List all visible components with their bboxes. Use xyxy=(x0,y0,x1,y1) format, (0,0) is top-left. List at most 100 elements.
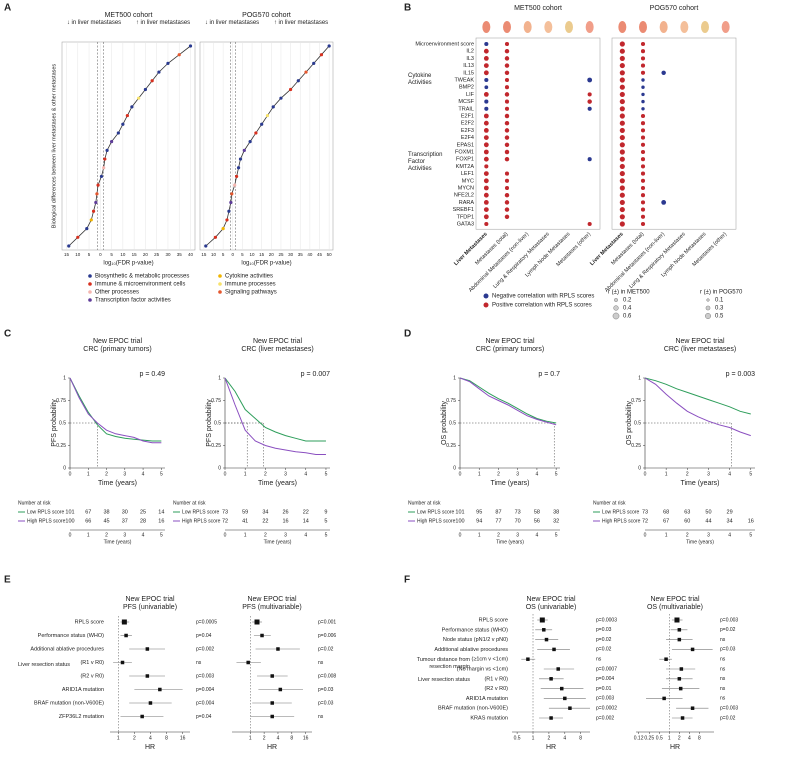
p-value: p=0.03 xyxy=(318,687,334,693)
risk-time-label: 1 xyxy=(665,532,668,538)
correlation-dot xyxy=(640,207,646,212)
p-value: ns xyxy=(720,696,726,702)
x-axis-label: HR xyxy=(670,744,680,751)
x-axis-label: Time (years) xyxy=(258,480,297,487)
row-label: BMP2 xyxy=(459,85,474,91)
correlation-dot xyxy=(619,106,625,112)
x-tick-label: 16 xyxy=(180,735,186,741)
risk-count: 32 xyxy=(553,518,559,524)
risk-count: 16 xyxy=(158,518,164,524)
risk-count: 59 xyxy=(242,509,248,515)
p-value: p=0.004 xyxy=(596,676,614,682)
risk-count: 66 xyxy=(85,518,91,524)
correlation-dot xyxy=(504,171,510,176)
x-tick-label: 2 xyxy=(678,735,681,741)
hazard-ratio xyxy=(680,716,685,720)
hazard-ratio xyxy=(145,674,150,678)
row-label: KRAS mutation xyxy=(470,715,508,721)
legend-label: Immune processes xyxy=(225,282,276,288)
hazard-ratio xyxy=(121,619,127,625)
hazard-ratio xyxy=(677,677,682,681)
y-tick-label: 0.25 xyxy=(631,443,641,449)
x-tick-label: 4 xyxy=(563,735,566,741)
risk-time-label: 5 xyxy=(325,532,328,538)
rank-dot xyxy=(312,61,316,65)
organ-icon xyxy=(503,21,511,33)
row-label: RPLS score xyxy=(479,617,508,623)
p-value: p=0.003 xyxy=(720,706,738,712)
correlation-dot xyxy=(504,70,510,76)
y-tick-label: 0 xyxy=(63,465,66,471)
correlation-dot xyxy=(483,142,489,148)
hazard-ratio xyxy=(549,677,553,681)
size-legend-label: 0.4 xyxy=(623,306,632,312)
row-label: LEF1 xyxy=(461,171,474,177)
risk-time-label: 0 xyxy=(644,532,647,538)
p-value: p=0.03 xyxy=(720,647,736,653)
x-tick-label: 1 xyxy=(117,735,120,741)
rank-dot xyxy=(67,244,71,248)
risk-count: 70 xyxy=(515,518,521,524)
correlation-dot xyxy=(504,85,510,90)
p-value: p=0.02 xyxy=(596,637,612,643)
correlation-dot xyxy=(483,171,489,177)
correlation-dot xyxy=(640,149,646,155)
organ-icon xyxy=(721,21,730,33)
x-tick-label: 4 xyxy=(728,471,731,477)
correlation-dot xyxy=(619,99,625,105)
p-value: p=0.02 xyxy=(318,646,334,652)
organ-icon xyxy=(585,21,594,33)
row-label: FOXM1 xyxy=(455,149,474,155)
risk-count: 26 xyxy=(283,509,289,515)
risk-count: 38 xyxy=(553,509,559,515)
row-label: (≥1cm v <1cm) xyxy=(472,657,509,663)
x-tick-label: 0 xyxy=(224,471,227,477)
risk-count: 100 xyxy=(65,518,74,524)
correlation-dot xyxy=(619,156,625,162)
x-tick-label: 35 xyxy=(298,252,304,257)
survival-curve xyxy=(459,377,557,426)
correlation-dot xyxy=(619,178,625,184)
x-tick-label: 2 xyxy=(263,735,266,741)
rank-dot xyxy=(204,244,208,248)
row-label: IL2 xyxy=(466,49,474,55)
correlation-dot xyxy=(504,128,510,133)
correlation-dot xyxy=(504,56,510,61)
correlation-dot xyxy=(640,121,646,126)
x-tick-label: 2 xyxy=(133,735,136,741)
column-label: Liver Metastases xyxy=(589,231,625,267)
x-tick-label: 16 xyxy=(303,735,309,741)
row-label: BRAF mutation (non-V600E) xyxy=(438,706,508,712)
panel-letter: D xyxy=(404,329,411,340)
x-axis-label: HR xyxy=(267,744,277,751)
x-tick-label: 15 xyxy=(64,252,70,257)
correlation-dot xyxy=(661,200,667,205)
rank-dot xyxy=(177,53,181,57)
row-label: NFE2L2 xyxy=(454,193,474,199)
x-tick-label: 40 xyxy=(307,252,313,257)
correlation-dot xyxy=(619,171,625,177)
correlation-dot xyxy=(483,120,489,126)
rank-dot xyxy=(265,113,270,118)
dot-frame xyxy=(611,37,737,230)
row-label: LIF xyxy=(466,92,475,98)
hazard-ratio xyxy=(246,660,250,665)
risk-x-label: Time (years) xyxy=(264,539,292,545)
correlation-dot xyxy=(504,99,510,104)
rank-dot xyxy=(103,157,107,161)
row-label: BRAF mutation (non-V600E) xyxy=(34,700,104,706)
x-tick-label: 0.5 xyxy=(656,735,663,741)
correlation-dot xyxy=(484,77,489,83)
risk-count: 100 xyxy=(455,518,464,524)
correlation-dot xyxy=(504,92,510,97)
x-axis-label: log₁₀(FDR p-value) xyxy=(103,261,153,267)
row-label: ZFP36L2 mutation xyxy=(59,714,104,720)
hazard-ratio xyxy=(148,701,153,705)
legend-swatch xyxy=(88,282,92,286)
correlation-dot xyxy=(640,164,646,169)
rank-dot xyxy=(143,87,148,92)
risk-count: 72 xyxy=(222,518,228,524)
p-value: p=0.008 xyxy=(318,673,336,679)
x-tick-label: 3 xyxy=(123,471,126,477)
risk-count: 67 xyxy=(85,509,91,515)
